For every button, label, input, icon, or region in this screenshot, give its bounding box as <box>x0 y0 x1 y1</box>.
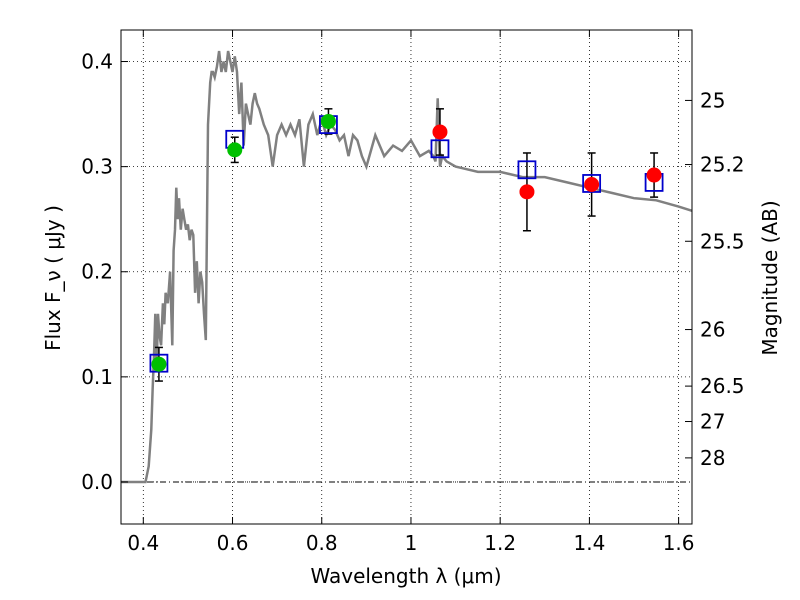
x-tick-label: 0.8 <box>306 531 338 555</box>
plot-frame <box>120 29 693 525</box>
x-tick-label: 1.6 <box>663 531 695 555</box>
y-axis-label: Flux F_ν ( μJy ) <box>41 205 65 351</box>
right-tick-label: 25.2 <box>700 153 745 177</box>
data-markers <box>149 108 664 382</box>
red-data-point <box>646 167 662 183</box>
y-tick-label: 0.2 <box>81 260 113 284</box>
x-tick-label: 1 <box>405 531 418 555</box>
x-tick-label: 1.4 <box>573 531 605 555</box>
y-tick-label: 0.3 <box>81 155 113 179</box>
y-tick-label: 0.1 <box>81 365 113 389</box>
right-tick-label: 25.5 <box>700 229 745 253</box>
x-axis-label: Wavelength λ (μm) <box>310 564 501 588</box>
red-data-point <box>584 177 600 193</box>
right-tick-label: 26.5 <box>700 374 745 398</box>
right-tick-label: 25 <box>700 88 725 112</box>
x-tick-label: 0.6 <box>217 531 249 555</box>
green-data-point <box>320 113 336 129</box>
x-tick-label: 0.4 <box>127 531 159 555</box>
y-tick-label: 0.4 <box>81 50 113 74</box>
right-axis-label: Magnitude (AB) <box>758 200 782 355</box>
right-tick-label: 28 <box>700 446 725 470</box>
axis-ticks: 0.4 0.6 0.8 1 1.2 1.4 1.6 0.0 0.1 0.2 0.3 0.4 25 25.2… <box>81 30 745 555</box>
red-data-point <box>519 184 535 200</box>
x-tick-label: 1.2 <box>484 531 516 555</box>
green-data-point <box>227 142 243 158</box>
model-flux-box <box>517 160 537 180</box>
right-tick-label: 27 <box>700 410 725 434</box>
y-tick-label: 0.0 <box>81 470 113 494</box>
model-flux-box <box>430 139 450 159</box>
right-tick-label: 26 <box>700 318 725 342</box>
red-data-point <box>432 124 448 140</box>
green-data-point <box>151 356 167 372</box>
